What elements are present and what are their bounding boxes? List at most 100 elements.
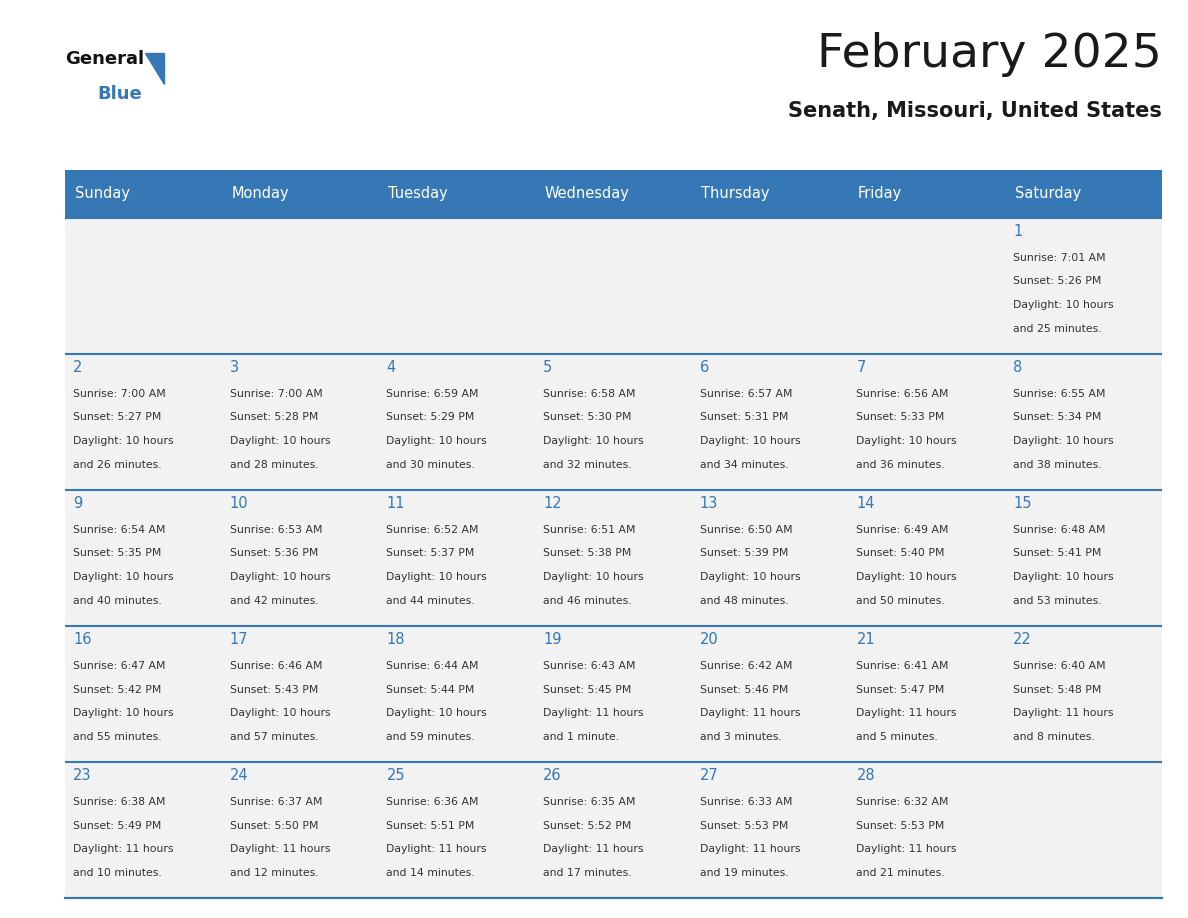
Text: Sunset: 5:38 PM: Sunset: 5:38 PM <box>543 548 632 558</box>
Text: Sunrise: 6:43 AM: Sunrise: 6:43 AM <box>543 661 636 671</box>
Bar <box>536 170 691 218</box>
Bar <box>848 626 1005 762</box>
Text: 25: 25 <box>386 768 405 783</box>
Bar <box>1005 218 1162 353</box>
Text: Sunset: 5:41 PM: Sunset: 5:41 PM <box>1013 548 1101 558</box>
Bar <box>536 218 691 353</box>
Bar <box>1005 353 1162 489</box>
Text: 12: 12 <box>543 496 562 511</box>
Text: Daylight: 10 hours: Daylight: 10 hours <box>229 436 330 446</box>
Text: Sunrise: 6:38 AM: Sunrise: 6:38 AM <box>74 797 165 807</box>
Text: Sunrise: 6:54 AM: Sunrise: 6:54 AM <box>74 525 165 534</box>
Bar <box>65 762 222 898</box>
Text: and 48 minutes.: and 48 minutes. <box>700 596 789 606</box>
Text: Sunrise: 6:32 AM: Sunrise: 6:32 AM <box>857 797 949 807</box>
Text: Daylight: 10 hours: Daylight: 10 hours <box>700 436 801 446</box>
Text: 17: 17 <box>229 633 248 647</box>
Text: and 32 minutes.: and 32 minutes. <box>543 460 632 470</box>
Bar <box>222 489 379 626</box>
Text: Sunset: 5:52 PM: Sunset: 5:52 PM <box>543 821 632 831</box>
Text: Sunrise: 6:41 AM: Sunrise: 6:41 AM <box>857 661 949 671</box>
Text: 1: 1 <box>1013 224 1023 239</box>
Text: Blue: Blue <box>97 85 143 104</box>
Text: General: General <box>65 50 145 69</box>
Text: Daylight: 11 hours: Daylight: 11 hours <box>543 709 644 718</box>
Text: Sunrise: 6:58 AM: Sunrise: 6:58 AM <box>543 388 636 398</box>
Bar <box>848 353 1005 489</box>
Text: Sunset: 5:36 PM: Sunset: 5:36 PM <box>229 548 318 558</box>
Text: and 57 minutes.: and 57 minutes. <box>229 733 318 742</box>
Text: Sunset: 5:44 PM: Sunset: 5:44 PM <box>386 685 475 695</box>
Bar <box>848 170 1005 218</box>
Text: 15: 15 <box>1013 496 1031 511</box>
Text: 21: 21 <box>857 633 876 647</box>
Text: Daylight: 10 hours: Daylight: 10 hours <box>1013 436 1113 446</box>
Text: 9: 9 <box>74 496 82 511</box>
Text: 19: 19 <box>543 633 562 647</box>
Bar <box>848 489 1005 626</box>
Text: Wednesday: Wednesday <box>544 186 630 201</box>
Text: Saturday: Saturday <box>1015 186 1081 201</box>
Text: Sunrise: 6:50 AM: Sunrise: 6:50 AM <box>700 525 792 534</box>
Text: Sunset: 5:51 PM: Sunset: 5:51 PM <box>386 821 475 831</box>
Text: Daylight: 10 hours: Daylight: 10 hours <box>1013 572 1113 582</box>
Text: Daylight: 11 hours: Daylight: 11 hours <box>386 845 487 855</box>
Text: Sunset: 5:50 PM: Sunset: 5:50 PM <box>229 821 318 831</box>
Text: Sunset: 5:33 PM: Sunset: 5:33 PM <box>857 412 944 422</box>
Text: and 25 minutes.: and 25 minutes. <box>1013 324 1101 334</box>
Text: Monday: Monday <box>232 186 289 201</box>
Text: Friday: Friday <box>858 186 902 201</box>
Text: Sunrise: 6:48 AM: Sunrise: 6:48 AM <box>1013 525 1106 534</box>
Text: Sunset: 5:28 PM: Sunset: 5:28 PM <box>229 412 318 422</box>
Bar <box>65 353 222 489</box>
Text: and 34 minutes.: and 34 minutes. <box>700 460 789 470</box>
Text: Daylight: 10 hours: Daylight: 10 hours <box>229 572 330 582</box>
Bar <box>691 170 848 218</box>
Bar <box>1005 489 1162 626</box>
Bar <box>536 489 691 626</box>
Text: 27: 27 <box>700 768 719 783</box>
Text: and 19 minutes.: and 19 minutes. <box>700 868 789 879</box>
Text: Sunset: 5:42 PM: Sunset: 5:42 PM <box>74 685 162 695</box>
Bar <box>222 218 379 353</box>
Bar <box>379 170 536 218</box>
Text: Sunday: Sunday <box>75 186 129 201</box>
Text: Daylight: 10 hours: Daylight: 10 hours <box>74 436 173 446</box>
Text: Sunrise: 6:44 AM: Sunrise: 6:44 AM <box>386 661 479 671</box>
Text: Sunrise: 6:42 AM: Sunrise: 6:42 AM <box>700 661 792 671</box>
Text: Sunrise: 6:40 AM: Sunrise: 6:40 AM <box>1013 661 1106 671</box>
Text: Daylight: 10 hours: Daylight: 10 hours <box>857 572 958 582</box>
Text: Daylight: 11 hours: Daylight: 11 hours <box>543 845 644 855</box>
Text: Daylight: 10 hours: Daylight: 10 hours <box>386 436 487 446</box>
Text: Daylight: 10 hours: Daylight: 10 hours <box>543 436 644 446</box>
Text: Daylight: 10 hours: Daylight: 10 hours <box>229 709 330 718</box>
Text: Sunset: 5:45 PM: Sunset: 5:45 PM <box>543 685 632 695</box>
Bar <box>691 218 848 353</box>
Bar <box>65 489 222 626</box>
Text: and 50 minutes.: and 50 minutes. <box>857 596 946 606</box>
Text: Sunrise: 6:37 AM: Sunrise: 6:37 AM <box>229 797 322 807</box>
Text: Sunrise: 6:56 AM: Sunrise: 6:56 AM <box>857 388 949 398</box>
Bar <box>222 170 379 218</box>
Bar <box>379 762 536 898</box>
Text: and 55 minutes.: and 55 minutes. <box>74 733 162 742</box>
Text: Sunrise: 6:59 AM: Sunrise: 6:59 AM <box>386 388 479 398</box>
Text: and 12 minutes.: and 12 minutes. <box>229 868 318 879</box>
Text: Sunset: 5:47 PM: Sunset: 5:47 PM <box>857 685 944 695</box>
Bar <box>65 626 222 762</box>
Text: and 17 minutes.: and 17 minutes. <box>543 868 632 879</box>
Text: Sunrise: 7:00 AM: Sunrise: 7:00 AM <box>74 388 166 398</box>
Text: Sunset: 5:46 PM: Sunset: 5:46 PM <box>700 685 788 695</box>
Text: 5: 5 <box>543 360 552 375</box>
Polygon shape <box>145 53 164 84</box>
Text: 13: 13 <box>700 496 718 511</box>
Text: 7: 7 <box>857 360 866 375</box>
Text: Sunrise: 7:01 AM: Sunrise: 7:01 AM <box>1013 252 1106 263</box>
Text: 11: 11 <box>386 496 405 511</box>
Text: 23: 23 <box>74 768 91 783</box>
Text: Sunrise: 6:57 AM: Sunrise: 6:57 AM <box>700 388 792 398</box>
Text: and 36 minutes.: and 36 minutes. <box>857 460 944 470</box>
Text: Sunrise: 6:35 AM: Sunrise: 6:35 AM <box>543 797 636 807</box>
Text: 20: 20 <box>700 633 719 647</box>
Text: and 59 minutes.: and 59 minutes. <box>386 733 475 742</box>
